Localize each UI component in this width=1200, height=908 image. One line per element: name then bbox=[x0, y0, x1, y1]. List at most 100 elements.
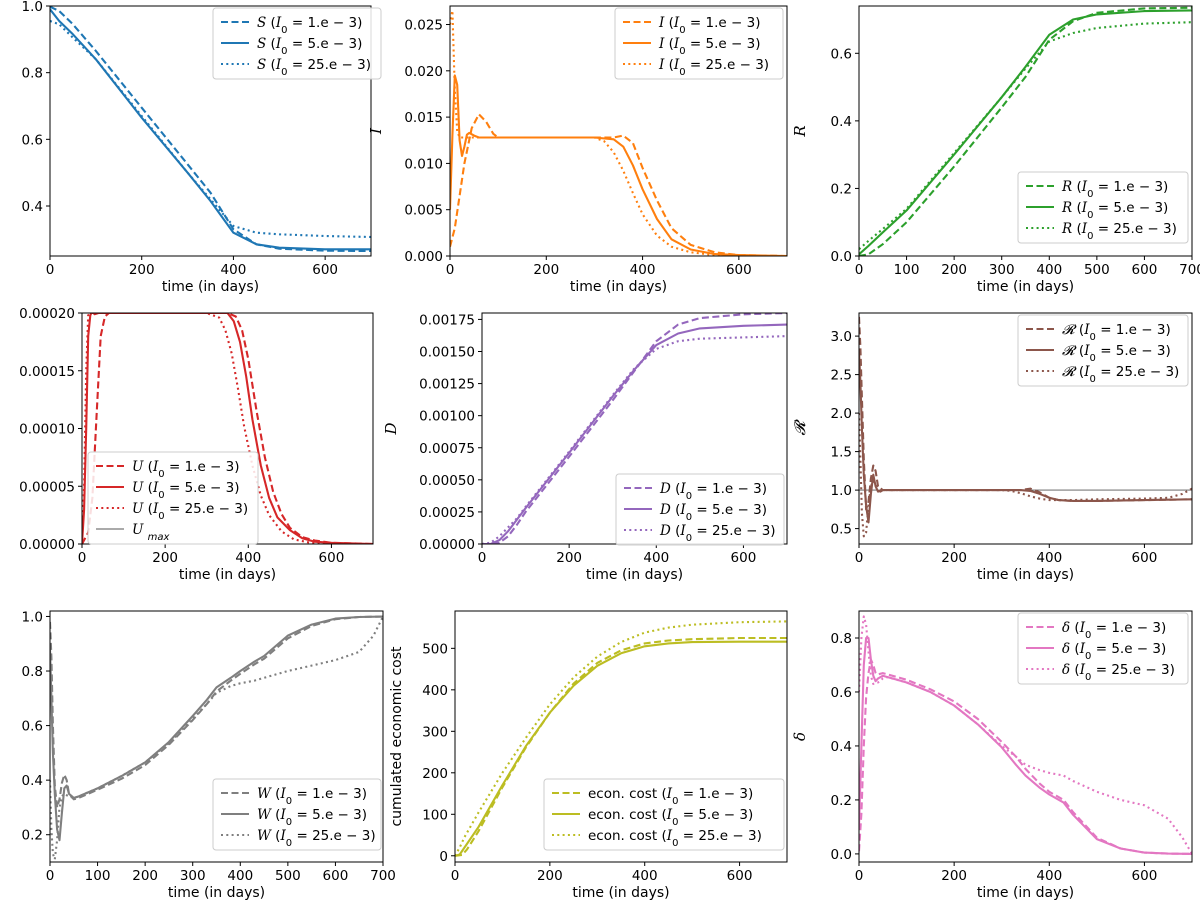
y-tick-label: 1.0 bbox=[22, 0, 43, 15]
y-tick-label: 0.020 bbox=[404, 64, 443, 80]
x-tick-label: 200 bbox=[132, 868, 158, 884]
x-tick-label: 400 bbox=[643, 550, 669, 566]
x-tick-label: 400 bbox=[1036, 550, 1062, 566]
chart-panel-8: 0 200 400 600 0 100 200 300 400 500 time (in days)… bbox=[389, 610, 788, 901]
series-line-dashed bbox=[482, 313, 787, 544]
y-tick-label: 0.0 bbox=[831, 847, 852, 863]
y-tick-label: 0.6 bbox=[831, 685, 852, 701]
y-tick-label: 0.6 bbox=[22, 719, 43, 735]
legend-label: I (I0 = 1.e − 3) bbox=[658, 15, 760, 36]
x-tick-label: 0 bbox=[855, 868, 864, 884]
chart-panel-2: 0 200 400 600 0.000 0.005 0.010 0.015 0.020 0.025… bbox=[367, 5, 788, 295]
legend: econ. cost (I0 = 1.e − 3)econ. cost (I0 … bbox=[543, 778, 785, 851]
legend: δ (I0 = 1.e − 3)δ (I0 = 5.e − 3)δ (I0 = … bbox=[1017, 612, 1189, 685]
y-tick-label: 0.010 bbox=[404, 156, 443, 172]
y-tick-label: 1.0 bbox=[22, 609, 43, 625]
y-tick-label: 400 bbox=[422, 683, 448, 699]
x-tick-label: 400 bbox=[235, 550, 261, 566]
y-tick-label: 0.2 bbox=[22, 828, 43, 844]
x-axis-label: time (in days) bbox=[977, 885, 1074, 901]
x-tick-label: 600 bbox=[726, 262, 752, 278]
y-tick-label: 0.00020 bbox=[19, 306, 75, 322]
x-tick-label: 0 bbox=[46, 262, 55, 278]
series-line-dashed bbox=[50, 615, 383, 809]
y-tick-label: 0 bbox=[439, 849, 448, 865]
y-axis-label: 𝓡 bbox=[791, 419, 809, 436]
x-tick-label: 0 bbox=[46, 868, 55, 884]
legend-label: U (I0 = 1.e − 3) bbox=[132, 459, 240, 480]
legend-label: D (I0 = 5.e − 3) bbox=[659, 502, 767, 523]
legend-box bbox=[1017, 314, 1189, 387]
x-axis-label: time (in days) bbox=[162, 279, 259, 295]
x-tick-label: 200 bbox=[129, 262, 155, 278]
axes-frame bbox=[858, 5, 1193, 257]
x-tick-label: 200 bbox=[556, 550, 582, 566]
legend: 𝓡 (I0 = 1.e − 3)𝓡 (I0 = 5.e − 3)𝓡 (I0 = … bbox=[1017, 314, 1189, 387]
legend-label: 𝓡 (I0 = 1.e − 3) bbox=[1062, 322, 1171, 343]
x-tick-label: 0 bbox=[451, 868, 460, 884]
legend-label: S (I0 = 5.e − 3) bbox=[257, 36, 362, 57]
x-tick-label: 400 bbox=[221, 262, 247, 278]
legend-box bbox=[1017, 171, 1189, 244]
x-tick-label: 500 bbox=[275, 868, 301, 884]
x-tick-label: 200 bbox=[537, 868, 563, 884]
x-axis-label: time (in days) bbox=[572, 885, 669, 901]
y-tick-label: 0.015 bbox=[404, 110, 443, 126]
y-tick-label: 2.5 bbox=[831, 368, 852, 384]
y-axis-label: D bbox=[382, 422, 400, 435]
y-tick-label: 0.000 bbox=[404, 249, 443, 265]
y-tick-label: 0.00005 bbox=[19, 479, 75, 495]
legend-label: δ (I0 = 1.e − 3) bbox=[1062, 620, 1166, 641]
legend-label: 𝓡 (I0 = 25.e − 3) bbox=[1062, 364, 1179, 385]
y-tick-label: 0.00175 bbox=[419, 312, 475, 328]
series-line-solid bbox=[82, 313, 373, 544]
series-line-dotted bbox=[455, 620, 787, 857]
x-axis-label: time (in days) bbox=[977, 567, 1074, 583]
x-tick-label: 600 bbox=[1132, 262, 1158, 278]
legend-label: U max bbox=[132, 522, 170, 543]
legend-label: econ. cost (I0 = 5.e − 3) bbox=[588, 807, 753, 828]
x-tick-label: 600 bbox=[731, 550, 757, 566]
series-line-dotted bbox=[859, 615, 1192, 855]
y-tick-label: 0.8 bbox=[831, 631, 852, 647]
series-line-dashed bbox=[50, 6, 371, 253]
legend-label: U (I0 = 25.e − 3) bbox=[132, 501, 248, 522]
y-tick-label: 1.0 bbox=[831, 483, 852, 499]
x-tick-label: 0 bbox=[855, 262, 864, 278]
legend-label: S (I0 = 25.e − 3) bbox=[257, 57, 371, 78]
chart-panel-9: 0 200 400 600 0.0 0.2 0.4 0.6 0.8 time (in days) δ… bbox=[791, 610, 1193, 901]
x-tick-label: 700 bbox=[370, 868, 396, 884]
y-tick-label: 0.00025 bbox=[419, 505, 475, 521]
x-tick-label: 200 bbox=[533, 262, 559, 278]
x-tick-label: 400 bbox=[1036, 868, 1062, 884]
series-line-dashed bbox=[455, 636, 787, 857]
y-tick-label: 0.005 bbox=[404, 203, 443, 219]
legend: W (I0 = 1.e − 3)W (I0 = 5.e − 3)W (I0 = … bbox=[212, 778, 382, 851]
axes-frame bbox=[449, 5, 788, 257]
series-line-solid bbox=[455, 640, 787, 857]
series-line-dotted bbox=[450, 9, 787, 256]
series-line-dashed bbox=[82, 313, 373, 544]
x-axis-label: time (in days) bbox=[586, 567, 683, 583]
x-tick-label: 400 bbox=[1036, 262, 1062, 278]
series-line-dotted bbox=[859, 413, 1192, 538]
y-tick-label: 0.8 bbox=[22, 66, 43, 82]
series-line-dotted bbox=[859, 21, 1192, 250]
y-tick-label: 0.00050 bbox=[419, 473, 475, 489]
x-tick-label: 400 bbox=[630, 262, 656, 278]
y-tick-label: 0.4 bbox=[831, 739, 852, 755]
y-tick-label: 100 bbox=[422, 807, 448, 823]
x-tick-label: 300 bbox=[989, 262, 1015, 278]
x-tick-label: 100 bbox=[85, 868, 111, 884]
x-tick-label: 0 bbox=[78, 550, 87, 566]
y-tick-label: 0.0 bbox=[831, 249, 852, 265]
legend-box bbox=[1017, 612, 1189, 685]
series-line-dotted bbox=[482, 335, 787, 544]
legend-label: 𝓡 (I0 = 5.e − 3) bbox=[1062, 343, 1171, 364]
series-line-solid bbox=[482, 323, 787, 544]
y-tick-label: 0.2 bbox=[831, 181, 852, 197]
legend-label: U (I0 = 5.e − 3) bbox=[132, 480, 240, 501]
axes-frame bbox=[454, 610, 788, 863]
legend-label: δ (I0 = 5.e − 3) bbox=[1062, 641, 1166, 662]
legend-label: I (I0 = 5.e − 3) bbox=[658, 36, 760, 57]
